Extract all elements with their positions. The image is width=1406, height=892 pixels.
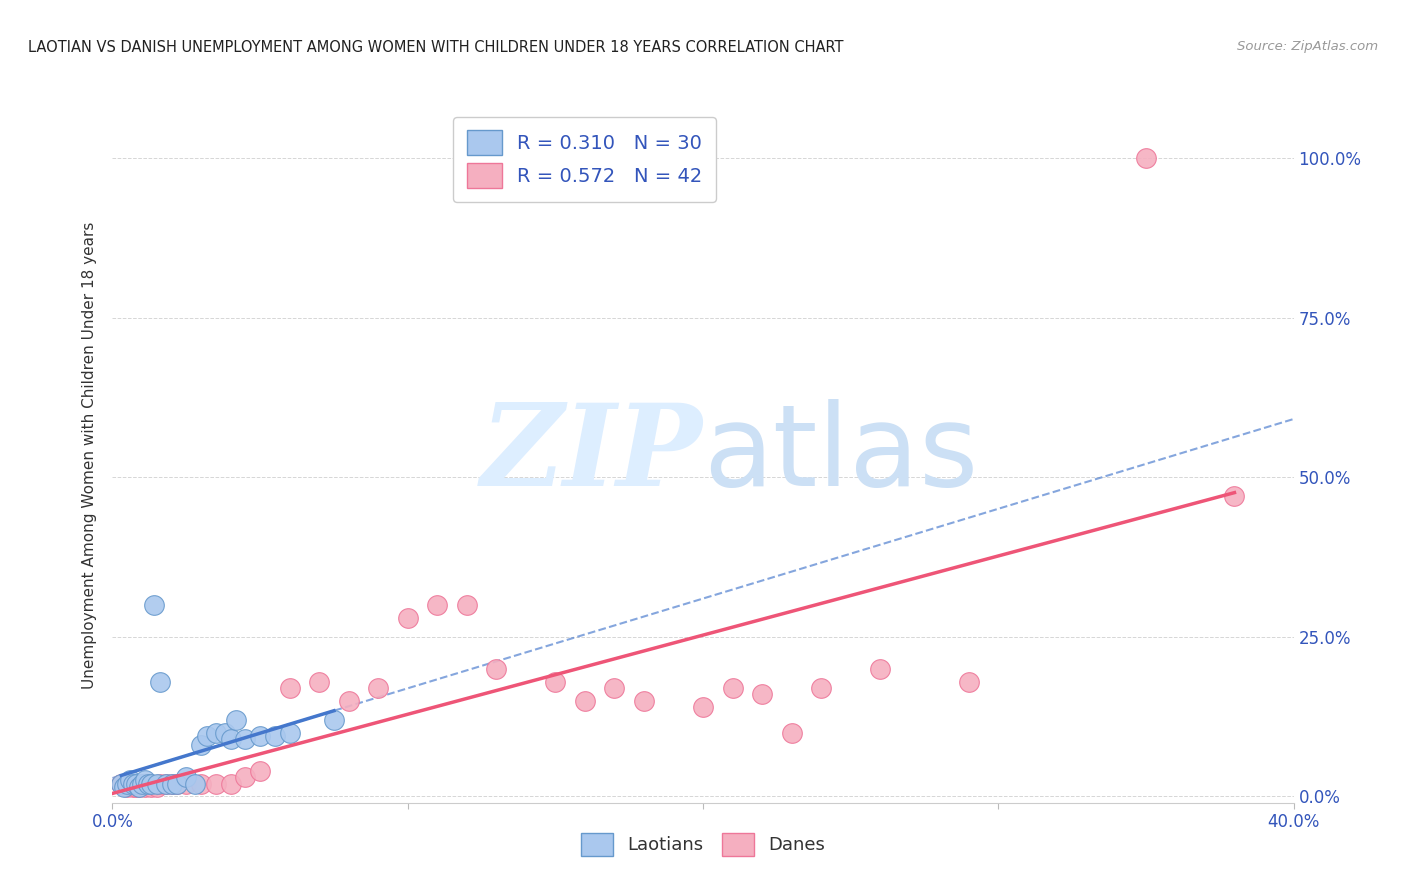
Point [195,729,218,743]
Point [574,694,596,708]
Point [117,777,138,791]
Text: Source: ZipAtlas.com: Source: ZipAtlas.com [1237,40,1378,54]
Point [721,681,744,695]
Point [166,777,188,791]
Point [544,674,567,689]
Point [957,674,980,689]
Point [396,610,419,624]
Point [190,739,212,753]
Point [219,777,242,791]
Point [155,777,177,791]
Point [278,725,301,739]
Point [128,780,150,794]
Point [117,780,138,794]
Text: LAOTIAN VS DANISH UNEMPLOYMENT AMONG WOMEN WITH CHILDREN UNDER 18 YEARS CORRELAT: LAOTIAN VS DANISH UNEMPLOYMENT AMONG WOM… [28,40,844,55]
Point [323,713,346,727]
Point [149,777,172,791]
Point [603,681,626,695]
Point [233,770,256,784]
Point [264,729,287,743]
Point [233,731,256,746]
Point [112,780,135,794]
Point [160,777,183,791]
Point [128,780,150,794]
Point [139,780,162,794]
Point [308,674,330,689]
Point [120,773,142,788]
Point [426,598,449,612]
Point [122,780,145,794]
Point [131,777,153,791]
Point [174,770,197,784]
Point [337,694,360,708]
Y-axis label: Unemployment Among Women with Children Under 18 years: Unemployment Among Women with Children U… [82,221,97,689]
Point [184,777,207,791]
Point [751,687,773,701]
Point [142,598,165,612]
Point [205,725,228,739]
Point [110,777,132,791]
Point [134,780,156,794]
Point [125,780,148,794]
Point [146,780,169,794]
Point [155,777,177,791]
Point [214,725,236,739]
Point [869,662,891,676]
Point [146,777,169,791]
Point [122,777,145,791]
Point [219,731,242,746]
Point [160,777,183,791]
Point [367,681,389,695]
Point [139,777,162,791]
Point [1223,490,1246,504]
Point [205,777,228,791]
Point [174,777,197,791]
Point [249,764,271,778]
Point [190,777,212,791]
Point [780,725,803,739]
Text: atlas: atlas [703,400,979,510]
Point [1135,151,1157,165]
Point [136,777,159,791]
Point [134,773,156,788]
Point [120,777,142,791]
Point [131,777,153,791]
Point [456,598,478,612]
Point [633,694,655,708]
Point [136,777,159,791]
Point [810,681,832,695]
Point [149,674,172,689]
Point [225,713,247,727]
Point [110,777,132,791]
Legend: Laotians, Danes: Laotians, Danes [574,826,832,863]
Point [485,662,508,676]
Text: ZIP: ZIP [481,400,703,510]
Point [125,777,148,791]
Point [692,700,714,714]
Point [278,681,301,695]
Point [166,777,188,791]
Point [249,729,271,743]
